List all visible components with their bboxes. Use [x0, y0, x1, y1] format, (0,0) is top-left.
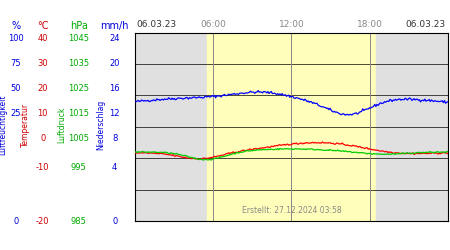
Text: Luftfeuchtigkeit: Luftfeuchtigkeit	[0, 95, 7, 155]
Text: 20: 20	[37, 84, 48, 93]
Text: 1045: 1045	[68, 34, 89, 43]
Text: 1005: 1005	[68, 134, 89, 143]
Text: %: %	[11, 21, 20, 31]
Text: 0: 0	[40, 134, 45, 143]
Text: 0: 0	[13, 217, 18, 226]
Text: 4: 4	[112, 163, 117, 172]
Bar	[135, 32, 207, 221]
Text: 06:00: 06:00	[200, 20, 226, 29]
Text: 12:00: 12:00	[279, 20, 304, 29]
Text: Temperatur: Temperatur	[21, 103, 30, 147]
Bar	[207, 32, 376, 221]
Text: hPa: hPa	[70, 21, 88, 31]
Text: 1035: 1035	[68, 59, 89, 68]
Text: 50: 50	[10, 84, 21, 93]
Text: °C: °C	[37, 21, 49, 31]
Text: 25: 25	[10, 109, 21, 118]
Text: 12: 12	[109, 109, 120, 118]
Text: Niederschlag: Niederschlag	[97, 100, 106, 150]
Text: 0: 0	[112, 217, 117, 226]
Text: mm/h: mm/h	[100, 21, 129, 31]
Text: 06.03.23: 06.03.23	[137, 20, 177, 29]
Text: Luftdruck: Luftdruck	[58, 107, 67, 143]
Text: 30: 30	[37, 59, 48, 68]
Text: 20: 20	[109, 59, 120, 68]
Text: 10: 10	[37, 109, 48, 118]
Text: 8: 8	[112, 134, 117, 143]
Text: -20: -20	[36, 217, 50, 226]
Text: 100: 100	[8, 34, 23, 43]
Text: 06.03.23: 06.03.23	[406, 20, 446, 29]
Bar	[376, 32, 448, 221]
Text: 1015: 1015	[68, 109, 89, 118]
Text: -10: -10	[36, 163, 50, 172]
Text: 16: 16	[109, 84, 120, 93]
Text: 40: 40	[37, 34, 48, 43]
Text: 985: 985	[71, 217, 87, 226]
Text: 75: 75	[10, 59, 21, 68]
Text: Erstellt: 27.12.2024 03:58: Erstellt: 27.12.2024 03:58	[242, 206, 341, 215]
Text: 995: 995	[71, 163, 86, 172]
Text: 1025: 1025	[68, 84, 89, 93]
Text: 24: 24	[109, 34, 120, 43]
Text: 18:00: 18:00	[356, 20, 382, 29]
